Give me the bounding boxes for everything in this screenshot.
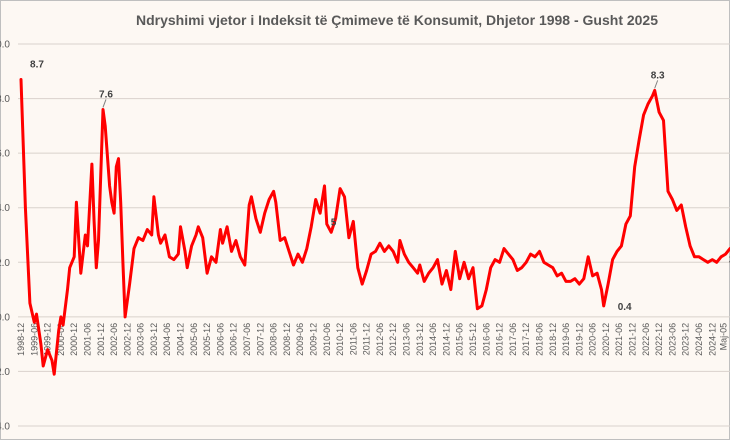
y-axis-ticks: 10.0 8.0 6.0 4.0 2.0 0.0 -2.0 -4.0 — [0, 40, 10, 433]
x-tick-label: 2000-06 — [56, 323, 66, 356]
x-tick-label: 2010-06 — [322, 323, 332, 356]
x-tick-label: 2023-06 — [667, 323, 677, 356]
x-tick-label: 2014-06 — [428, 323, 438, 356]
x-tick-label: 2018-06 — [534, 323, 544, 356]
y-tick-label: 8.0 — [0, 94, 10, 105]
y-tick-label: -2.0 — [0, 367, 10, 378]
x-tick-label: 1999-06 — [29, 323, 39, 356]
x-tick-label: 2007-12 — [255, 323, 265, 356]
x-tick-label: 2005-06 — [189, 323, 199, 356]
y-tick-label: 0.0 — [0, 312, 10, 323]
data-label: 0.4 — [618, 302, 632, 313]
data-label: 8.7 — [30, 59, 44, 70]
y-tick-label: 6.0 — [0, 149, 10, 160]
x-tick-label: 2022-06 — [641, 323, 651, 356]
x-tick-label: 2017-06 — [508, 323, 518, 356]
x-tick-label: 2003-12 — [149, 323, 159, 356]
x-tick-label: 2009-06 — [295, 323, 305, 356]
x-tick-label: 2006-12 — [229, 323, 239, 356]
x-tick-label: 2021-06 — [614, 323, 624, 356]
x-tick-label: 1999-12 — [43, 323, 53, 356]
annotation-leader — [654, 80, 659, 89]
x-tick-label: Maj-05 — [718, 323, 728, 351]
x-tick-label: 2013-12 — [415, 323, 425, 356]
x-tick-label: 2019-06 — [561, 323, 571, 356]
gridlines — [18, 43, 730, 427]
x-tick-label: 1998-12 — [16, 323, 26, 356]
chart-title: Ndryshimi vjetor i Indeksit të Çmimeve t… — [136, 12, 658, 28]
y-tick-label: -4.0 — [0, 422, 10, 433]
x-tick-label: 2007-06 — [242, 323, 252, 356]
x-tick-label: 2015-12 — [468, 323, 478, 356]
data-label: 8.3 — [651, 70, 665, 81]
y-tick-label: 10.0 — [0, 40, 10, 51]
y-tick-label: 4.0 — [0, 203, 10, 214]
x-tick-label: 2006-06 — [215, 323, 225, 356]
x-tick-label: 2013-06 — [402, 323, 412, 356]
x-tick-label: 2011-12 — [362, 323, 372, 355]
x-tick-label: 2005-12 — [202, 323, 212, 356]
x-tick-label: 2016-06 — [481, 323, 491, 356]
x-tick-label: 2001-12 — [96, 323, 106, 356]
x-axis-ticks: 1998-12 1999-06 1999-12 2000-06 2000-12 2001-… — [16, 323, 728, 356]
annotations: 8.77.650.48.32 — [30, 59, 730, 312]
series-layer — [19, 78, 730, 376]
x-tick-label: 2017-12 — [521, 323, 531, 356]
x-tick-label: 2020-12 — [601, 323, 611, 356]
x-tick-label: 2008-12 — [282, 323, 292, 356]
y-tick-label: 2.0 — [0, 258, 10, 269]
x-tick-label: 2016-12 — [495, 323, 505, 356]
x-tick-label: 2021-12 — [628, 323, 638, 356]
x-tick-label: 2004-06 — [162, 323, 172, 356]
x-tick-label: 2009-12 — [308, 323, 318, 356]
x-tick-label: 2012-12 — [388, 323, 398, 356]
x-tick-label: 2008-06 — [269, 323, 279, 356]
x-tick-label: 2012-06 — [375, 323, 385, 356]
x-tick-label: 2019-12 — [574, 323, 584, 356]
x-tick-label: 2014-12 — [441, 323, 451, 356]
x-tick-label: 2000-12 — [69, 323, 79, 356]
x-tick-label: 2001-06 — [82, 323, 92, 356]
data-label: 7.6 — [99, 89, 113, 100]
data-label: 5 — [331, 217, 337, 228]
series-line — [19, 78, 730, 376]
x-tick-label: 2024-12 — [707, 323, 717, 356]
x-tick-label: 2003-06 — [136, 323, 146, 356]
x-tick-label: 2020-06 — [588, 323, 598, 356]
x-tick-label: 2004-12 — [176, 323, 186, 356]
annotation-leader — [102, 99, 107, 108]
x-tick-label: 2023-12 — [681, 323, 691, 356]
x-tick-label: 2018-12 — [548, 323, 558, 356]
x-tick-label: 2022-12 — [654, 323, 664, 356]
x-tick-label: 2015-06 — [455, 323, 465, 356]
x-tick-label: 2010-12 — [335, 323, 345, 356]
x-tick-label: 2024-06 — [694, 323, 704, 356]
x-tick-label: 2011-06 — [348, 323, 358, 355]
x-tick-label: 2002-06 — [109, 323, 119, 356]
x-tick-label: 2002-12 — [122, 323, 132, 356]
